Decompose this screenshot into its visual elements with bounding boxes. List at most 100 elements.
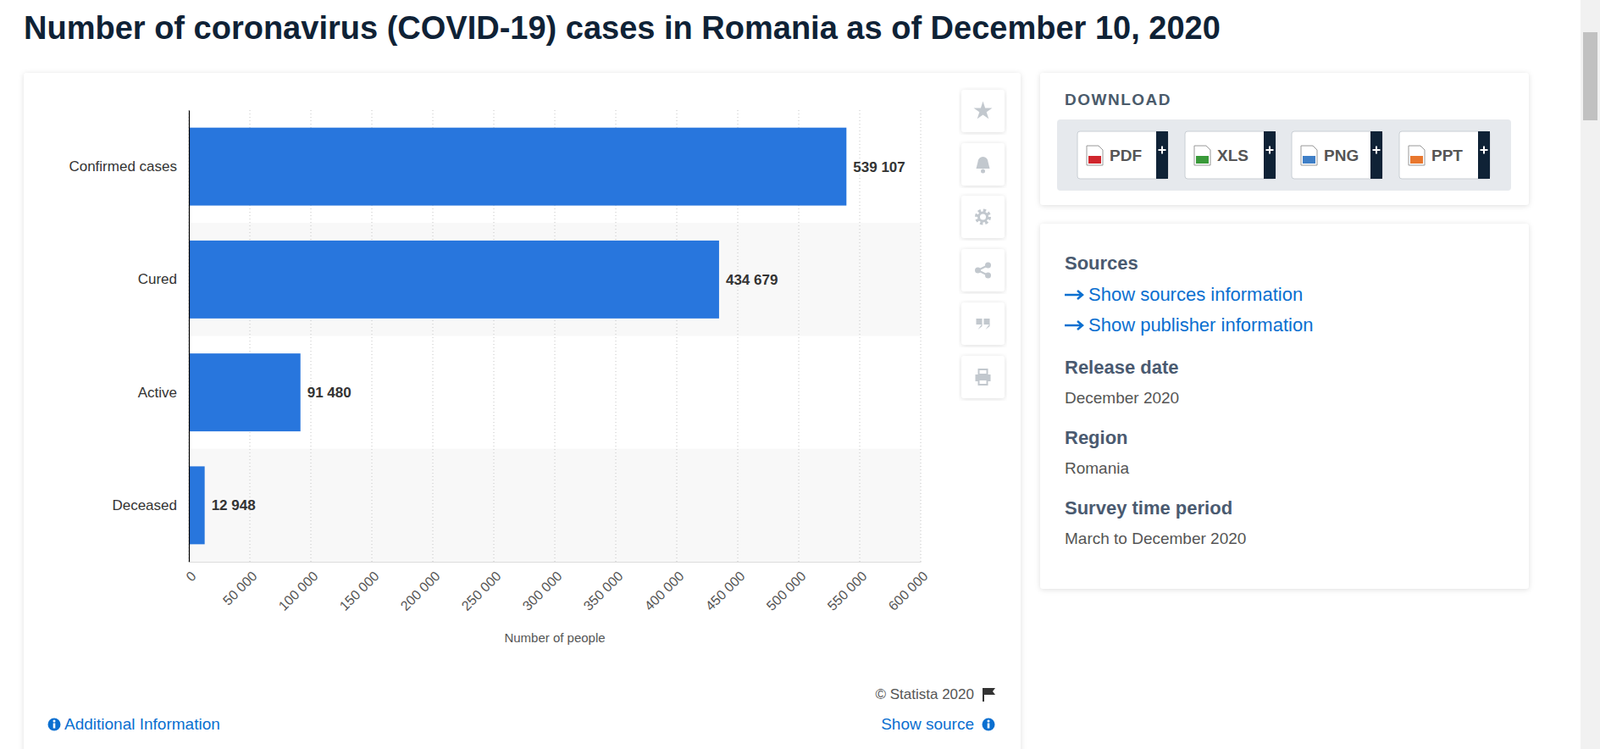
bar bbox=[188, 353, 301, 432]
scrollbar-track[interactable] bbox=[1580, 0, 1600, 749]
chart: 539 107434 67991 48012 948Confirmed case… bbox=[68, 110, 931, 645]
sources-heading: Sources bbox=[1064, 252, 1139, 274]
grid-line bbox=[188, 110, 190, 562]
download-plus-strip[interactable] bbox=[1156, 131, 1169, 179]
download-plus-strip[interactable] bbox=[1370, 131, 1383, 179]
card-bg bbox=[1040, 223, 1529, 589]
scrollbar[interactable] bbox=[1580, 0, 1600, 749]
download-button-bg[interactable] bbox=[1077, 131, 1169, 179]
x-tick: 250 000 bbox=[459, 561, 504, 614]
show-source-link[interactable]: Show source bbox=[880, 714, 975, 733]
scrollbar-thumb[interactable] bbox=[1583, 32, 1598, 121]
plus-icon[interactable] bbox=[1480, 146, 1489, 155]
info-card: Sources Show sources information Show publ… bbox=[1040, 223, 1529, 589]
band-background bbox=[188, 222, 921, 336]
info-icon[interactable] bbox=[982, 718, 996, 731]
arrow-icon[interactable] bbox=[1064, 290, 1083, 299]
tool-button[interactable] bbox=[961, 355, 1005, 399]
download-button[interactable]: PPT bbox=[1399, 131, 1490, 179]
x-tick-label: 350 000 bbox=[581, 568, 626, 614]
download-panel bbox=[1057, 119, 1512, 191]
source-link-text[interactable]: Show publisher information bbox=[1088, 314, 1313, 336]
x-axis: 0 50 000 100 000 150 000 200 000 250 000 300 0… bbox=[182, 561, 931, 614]
x-tick-label: 50 000 bbox=[220, 568, 261, 609]
plus-icon[interactable] bbox=[1266, 146, 1274, 155]
tool-button[interactable] bbox=[961, 89, 1005, 133]
x-tick: 0 bbox=[182, 561, 199, 584]
info-label: Release date bbox=[1064, 356, 1180, 378]
source-link[interactable]: Show publisher information bbox=[1064, 314, 1313, 336]
download-button-bg[interactable] bbox=[1399, 131, 1490, 179]
x-tick: 50 000 bbox=[220, 561, 261, 609]
file-icon[interactable] bbox=[1301, 145, 1318, 166]
tool-button-bg[interactable] bbox=[961, 302, 1005, 345]
tool-button-bg[interactable] bbox=[961, 195, 1005, 239]
file-icon[interactable] bbox=[1408, 145, 1425, 166]
x-tick-label: 600 000 bbox=[885, 568, 931, 614]
tool-icon[interactable] bbox=[976, 318, 991, 330]
source-link-text[interactable]: Show sources information bbox=[1088, 283, 1303, 305]
card-bg bbox=[1040, 72, 1529, 205]
tool-button-bg[interactable] bbox=[961, 143, 1005, 186]
info-value: March to December 2020 bbox=[1064, 529, 1246, 548]
x-tick: 550 000 bbox=[824, 561, 870, 614]
x-tick: 350 000 bbox=[581, 561, 626, 614]
download-button[interactable]: XLS bbox=[1184, 131, 1276, 179]
tool-button[interactable] bbox=[961, 195, 1005, 239]
download-button[interactable]: PNG bbox=[1291, 131, 1383, 179]
tool-icon[interactable] bbox=[974, 100, 993, 119]
additional-information-link[interactable]: Additional Information bbox=[64, 714, 221, 733]
y-tick: Deceased bbox=[111, 497, 178, 514]
x-tick: 450 000 bbox=[703, 561, 748, 614]
x-tick: 400 000 bbox=[642, 561, 687, 614]
tool-button[interactable] bbox=[961, 249, 1005, 292]
tool-icon[interactable] bbox=[976, 156, 991, 174]
x-tick: 200 000 bbox=[398, 561, 443, 614]
tool-icon[interactable] bbox=[975, 369, 992, 385]
bars bbox=[188, 127, 847, 545]
bar bbox=[188, 127, 847, 206]
download-button[interactable]: PDF bbox=[1077, 131, 1169, 179]
download-button-bg[interactable] bbox=[1184, 131, 1276, 179]
grid bbox=[188, 110, 921, 562]
tool-button-bg[interactable] bbox=[961, 249, 1005, 292]
download-button-label[interactable]: XLS bbox=[1217, 146, 1249, 165]
y-tick: Active bbox=[138, 384, 178, 401]
download-plus-strip[interactable] bbox=[1478, 131, 1490, 179]
plus-icon[interactable] bbox=[1373, 146, 1381, 155]
source-link[interactable]: Show sources information bbox=[1064, 283, 1303, 305]
x-tick-label: 150 000 bbox=[337, 568, 383, 614]
tool-button[interactable] bbox=[961, 302, 1005, 345]
tool-button-bg[interactable] bbox=[961, 89, 1005, 133]
title: Number of coronavirus (COVID-19) cases i… bbox=[23, 10, 1221, 46]
plus-icon[interactable] bbox=[1158, 146, 1167, 155]
download-button-label[interactable]: PDF bbox=[1109, 146, 1142, 165]
tool-button-bg[interactable] bbox=[961, 355, 1005, 399]
x-tick: 100 000 bbox=[276, 561, 322, 614]
tool-icon[interactable] bbox=[974, 262, 992, 279]
download-button-bg[interactable] bbox=[1291, 131, 1383, 179]
y-axis: Confirmed casesCuredActiveDeceased bbox=[68, 110, 189, 563]
x-tick: 150 000 bbox=[337, 561, 383, 614]
x-tick-label: 550 000 bbox=[824, 568, 870, 614]
arrow-icon[interactable] bbox=[1064, 321, 1083, 330]
tool-button[interactable] bbox=[961, 143, 1005, 186]
copyright: © Statista 2020 bbox=[875, 686, 975, 703]
file-icon[interactable] bbox=[1194, 145, 1211, 166]
grid-line bbox=[920, 110, 922, 562]
file-icon[interactable] bbox=[1086, 145, 1103, 166]
x-axis-line bbox=[189, 561, 922, 563]
download-button-label[interactable]: PPT bbox=[1431, 146, 1463, 165]
info-icon[interactable] bbox=[48, 718, 61, 731]
x-tick-label: 500 000 bbox=[764, 568, 809, 614]
flag-icon[interactable] bbox=[982, 687, 996, 702]
y-tick-label: Active bbox=[138, 384, 178, 401]
tool-icon[interactable] bbox=[977, 210, 990, 223]
y-tick: Confirmed cases bbox=[68, 158, 178, 175]
x-tick-label: 200 000 bbox=[398, 568, 443, 614]
chart-card bbox=[23, 72, 1021, 749]
download-plus-strip[interactable] bbox=[1263, 131, 1276, 179]
data-label: 12 948 bbox=[211, 497, 256, 514]
x-tick: 300 000 bbox=[520, 561, 565, 614]
download-button-label[interactable]: PNG bbox=[1323, 146, 1359, 165]
